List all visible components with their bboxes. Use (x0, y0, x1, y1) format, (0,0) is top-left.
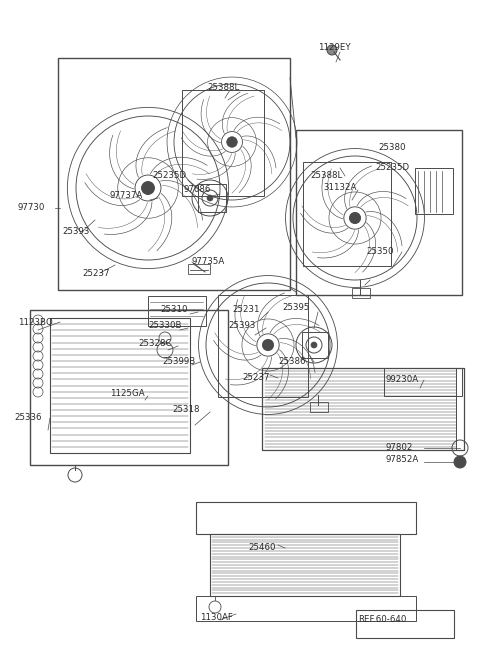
Text: 25310: 25310 (160, 306, 188, 314)
Text: 97730: 97730 (18, 204, 46, 212)
Bar (148, 296, 206, 326)
Text: 31132A: 31132A (323, 183, 356, 192)
Text: 25350: 25350 (366, 248, 394, 256)
Text: 97737A: 97737A (110, 190, 143, 200)
Bar (182, 90, 264, 196)
Text: 25336: 25336 (14, 413, 41, 422)
Bar (356, 610, 454, 638)
Circle shape (454, 456, 466, 468)
Bar (196, 502, 416, 534)
Text: 25318: 25318 (172, 405, 200, 415)
Text: 97735A: 97735A (192, 258, 225, 266)
Text: 25388L: 25388L (310, 171, 342, 179)
Text: 99230A: 99230A (385, 376, 418, 384)
Text: 25330B: 25330B (148, 320, 181, 330)
Text: 25380: 25380 (378, 144, 406, 152)
Text: 25237: 25237 (82, 270, 109, 279)
Text: 25399B: 25399B (162, 357, 195, 366)
Bar (352, 288, 370, 298)
Bar (415, 168, 453, 214)
Bar (198, 184, 226, 212)
Bar (302, 332, 328, 358)
Bar (456, 368, 464, 450)
Bar (196, 596, 416, 621)
Circle shape (227, 137, 237, 147)
Circle shape (311, 342, 317, 348)
Bar (50, 318, 190, 453)
Circle shape (142, 181, 155, 194)
Text: 1125GA: 1125GA (110, 389, 144, 397)
Bar (296, 130, 462, 295)
Bar (30, 310, 228, 465)
Text: 25393: 25393 (228, 320, 255, 330)
Circle shape (327, 45, 337, 55)
Bar (303, 162, 391, 266)
Bar (218, 295, 308, 397)
Circle shape (349, 212, 360, 223)
Text: 25395: 25395 (282, 304, 310, 312)
Bar (188, 264, 210, 274)
Text: 25231: 25231 (232, 306, 260, 314)
Text: 97852A: 97852A (385, 455, 418, 465)
Text: 97802: 97802 (385, 444, 412, 453)
Text: REF.60-640: REF.60-640 (358, 616, 407, 625)
Text: 1129EY: 1129EY (318, 43, 350, 53)
Text: 25235D: 25235D (375, 163, 409, 173)
Bar (58, 58, 290, 290)
Bar (310, 402, 328, 412)
Circle shape (207, 195, 213, 201)
Bar (384, 368, 462, 396)
Circle shape (263, 339, 274, 351)
Text: 25460: 25460 (248, 544, 276, 552)
Text: 1123BQ: 1123BQ (18, 318, 53, 326)
Bar (262, 368, 464, 450)
Text: 25386: 25386 (278, 357, 305, 366)
Text: 97086: 97086 (184, 185, 211, 194)
Text: 1130AF: 1130AF (200, 614, 233, 623)
Bar (210, 534, 400, 596)
Text: 25328C: 25328C (138, 339, 171, 347)
Text: 25393: 25393 (62, 227, 89, 237)
Text: 25235D: 25235D (152, 171, 186, 179)
Text: 25388L: 25388L (207, 84, 239, 92)
Text: 25237: 25237 (242, 374, 269, 382)
